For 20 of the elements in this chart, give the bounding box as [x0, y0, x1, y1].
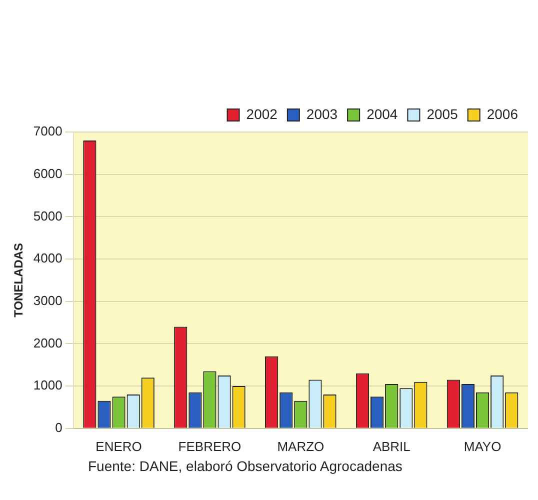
- y-tick-label: 6000: [33, 166, 62, 181]
- legend-label: 2003: [306, 106, 338, 122]
- y-tick-label: 5000: [33, 208, 62, 224]
- y-tick-label: 0: [55, 420, 62, 435]
- x-tick-label: ABRIL: [372, 438, 410, 454]
- legend-label: 2004: [366, 106, 398, 122]
- x-tick-label: ENERO: [96, 438, 142, 454]
- y-axis-title: TONELADAS: [12, 242, 26, 318]
- y-tick-label: 1000: [33, 378, 62, 393]
- y-tick-label: 3000: [33, 292, 62, 308]
- legend-label: 2006: [486, 106, 518, 122]
- y-tick-label: 4000: [33, 250, 62, 266]
- legend-label: 2005: [426, 106, 458, 122]
- y-tick-label: 7000: [33, 124, 62, 139]
- legend-label: 2002: [246, 106, 278, 122]
- x-tick-label: FEBRERO: [178, 438, 242, 454]
- x-tick-label: MARZO: [277, 438, 324, 454]
- y-tick-label: 2000: [33, 335, 62, 350]
- x-tick-label: MAYO: [464, 438, 502, 454]
- source-note: Fuente: DANE, elaboró Observatorio Agrocadenas: [88, 458, 404, 474]
